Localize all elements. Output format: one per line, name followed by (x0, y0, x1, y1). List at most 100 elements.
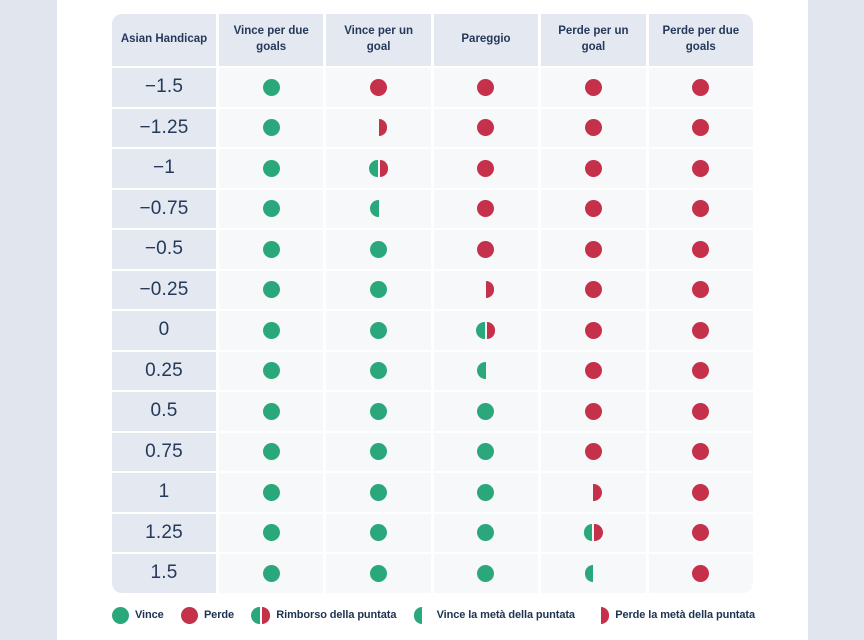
legend-item-label: Vince (135, 609, 164, 621)
legend-item-label: Vince la metà della puntata (436, 609, 575, 621)
win-icon (112, 606, 129, 624)
outcome-cell (219, 68, 324, 107)
half-lose-icon (585, 483, 602, 501)
outcome-cell (541, 189, 646, 228)
outcome-cell (541, 554, 646, 593)
left-half-shape (413, 606, 423, 624)
circle-shape (370, 402, 388, 420)
outcome-cell (648, 189, 753, 228)
circle-shape (584, 200, 602, 218)
lose-icon (692, 402, 710, 420)
win-icon (370, 362, 388, 380)
outcome-cell (648, 270, 753, 309)
circle-shape (370, 443, 388, 461)
handicap-label: 1.25 (112, 513, 216, 552)
circle-shape (477, 240, 495, 258)
outcome-cell (219, 432, 324, 471)
circle-shape (262, 524, 280, 542)
content-card: Asian Handicap Vince per due goals Vince p… (57, 0, 808, 640)
lose-icon (692, 483, 710, 501)
column-header: Pareggio (433, 14, 539, 66)
lose-icon (477, 200, 495, 218)
lose-icon (584, 281, 602, 299)
handicap-label: −0.25 (112, 270, 216, 309)
outcome-cell (541, 351, 646, 390)
lose-icon (584, 321, 602, 339)
circle-shape (477, 119, 495, 137)
outcome-cell (219, 473, 324, 512)
circle-shape (262, 443, 280, 461)
circle-shape (692, 159, 710, 177)
win-icon (370, 281, 388, 299)
outcome-cell (433, 554, 539, 593)
circle-shape (112, 606, 129, 624)
right-half-shape (379, 159, 389, 177)
circle-shape (692, 119, 710, 137)
handicap-label: −0.5 (112, 230, 216, 269)
circle-shape (262, 159, 280, 177)
outcome-cell (648, 432, 753, 471)
outcome-cell (541, 270, 646, 309)
outcome-cell (326, 108, 431, 147)
legend-item-label: Perde la metà della puntata (615, 609, 755, 621)
left-half-shape (251, 606, 260, 624)
circle-shape (370, 362, 388, 380)
lose-icon (692, 321, 710, 339)
outcome-cell (433, 189, 539, 228)
outcome-cell (433, 68, 539, 107)
circle-shape (477, 524, 495, 542)
circle-shape (262, 281, 280, 299)
legend-item: Perde (180, 606, 234, 624)
left-half-shape (369, 159, 378, 177)
outcome-cell (541, 432, 646, 471)
refund-icon (369, 159, 389, 177)
lose-icon (692, 200, 710, 218)
win-icon (262, 159, 280, 177)
win-icon (262, 321, 280, 339)
lose-icon (477, 159, 495, 177)
win-icon (262, 443, 280, 461)
outcome-cell (648, 108, 753, 147)
outcome-cell (219, 351, 324, 390)
right-half-shape (593, 483, 602, 501)
win-icon (262, 200, 280, 218)
outcome-cell (433, 473, 539, 512)
left-half-shape (476, 321, 485, 339)
outcome-cell (326, 432, 431, 471)
circle-shape (584, 119, 602, 137)
circle-shape (477, 402, 495, 420)
outcome-cell (326, 270, 431, 309)
lose-icon (692, 281, 710, 299)
circle-shape (370, 78, 388, 96)
circle-shape (584, 321, 602, 339)
lose-icon (584, 159, 602, 177)
circle-shape (692, 564, 710, 582)
refund-icon (251, 606, 271, 624)
handicap-label: −0.75 (112, 189, 216, 228)
circle-shape (584, 402, 602, 420)
lose-icon (692, 524, 710, 542)
circle-shape (180, 606, 198, 624)
outcome-cell (219, 513, 324, 552)
handicap-label: 0.5 (112, 392, 216, 431)
legend-item: Rimborso della puntata (251, 606, 396, 624)
win-icon (262, 281, 280, 299)
outcome-cell (541, 311, 646, 350)
outcome-cell (541, 513, 646, 552)
lose-icon (584, 119, 602, 137)
half-win-icon (477, 362, 494, 380)
lose-icon (692, 362, 710, 380)
left-half-shape (584, 564, 594, 582)
right-half-shape (378, 119, 388, 137)
outcome-cell (219, 554, 324, 593)
half-lose-icon (592, 606, 610, 624)
win-icon (370, 240, 388, 258)
outcome-cell (219, 311, 324, 350)
outcome-cell (219, 189, 324, 228)
handicap-label: 1 (112, 473, 216, 512)
outcome-cell (219, 108, 324, 147)
outcome-cell (219, 149, 324, 188)
right-half-shape (600, 606, 610, 624)
asian-handicap-table: Asian Handicap Vince per due goals Vince p… (112, 14, 753, 593)
lose-icon (584, 240, 602, 258)
